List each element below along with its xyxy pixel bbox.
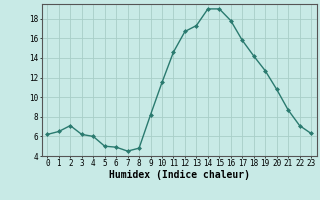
- X-axis label: Humidex (Indice chaleur): Humidex (Indice chaleur): [109, 170, 250, 180]
